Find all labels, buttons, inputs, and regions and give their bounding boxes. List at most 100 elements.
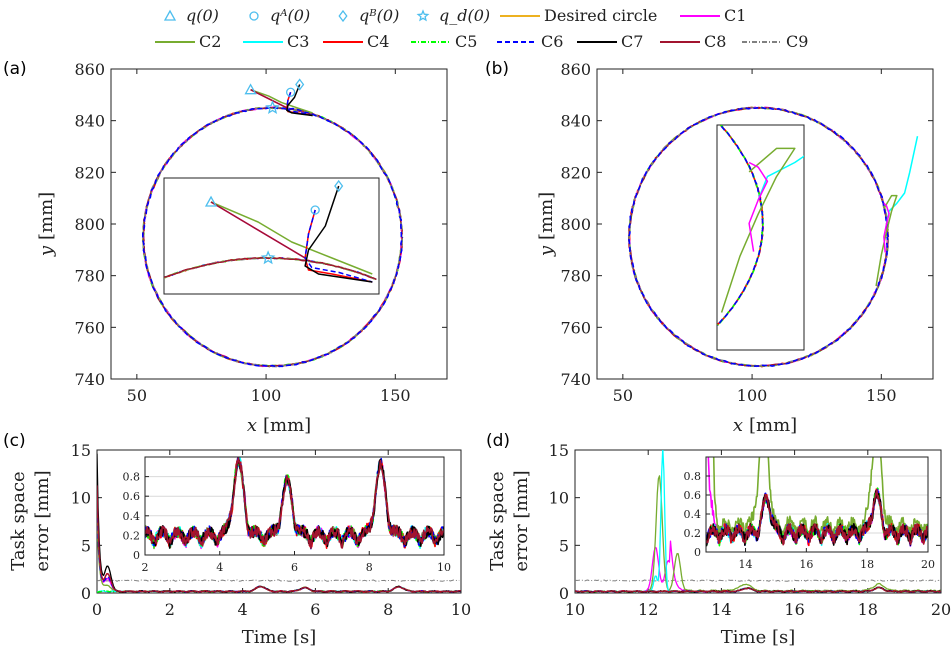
- series-c6-circle: [142, 106, 404, 368]
- panel-c-xtick-label: 6: [310, 600, 320, 619]
- panel-d-xtick-label: 14: [711, 600, 731, 619]
- panel-d-inset-ytick-label: 0.8: [684, 470, 702, 483]
- panel-label-c: (c): [3, 431, 26, 451]
- series-c6-circle: [627, 106, 890, 367]
- panel-c-inset-ytick-label: 0.6: [123, 490, 141, 503]
- panel-b-xtick-label: 150: [866, 386, 897, 405]
- panel-c-xtick-label: 10: [451, 600, 471, 619]
- panel-a-xtick-label: 50: [127, 386, 147, 405]
- series-c8-error: [97, 485, 461, 593]
- panel-d-error: 10 12 14 16 18 20 0 5 10 15 14 16 18 20 0 0.2 0.4 0.6 0.8: [549, 441, 952, 619]
- panel-c-inset-xtick-label: 4: [216, 561, 223, 574]
- legend-item-qa0: qᴬ(0): [249, 6, 310, 25]
- legend-label: C9: [786, 32, 808, 51]
- legend-label: C3: [287, 32, 309, 51]
- panel-d-ylabel-line1: Task space: [487, 471, 508, 570]
- legend-label: q(0): [186, 6, 219, 25]
- inset-qa0-marker-icon: [310, 205, 320, 215]
- qa0-marker-icon: [285, 87, 296, 97]
- inset-series-c2-approach: [210, 201, 373, 275]
- series-c2-disturbance: [875, 194, 898, 287]
- legend-label: Desired circle: [544, 6, 657, 25]
- panel-d-xlabel: Time [s]: [721, 627, 796, 648]
- legend-item-c9: C9: [742, 32, 808, 51]
- panel-c-xtick-label: 0: [92, 600, 102, 619]
- panel-c-ytick-label: 0: [81, 584, 91, 603]
- panel-a-plot-area: [141, 78, 404, 368]
- legend-label: C6: [541, 32, 563, 51]
- legend-label: C2: [199, 32, 221, 51]
- panel-c-ytick-label: 5: [81, 536, 91, 555]
- panel-d-inset-xtick-label: 14: [739, 558, 753, 571]
- inset-series-c7-approach: [304, 185, 373, 283]
- panel-d-xtick-label: 12: [638, 600, 658, 619]
- panel-a-ytick-label: 780: [74, 267, 105, 286]
- panel-c-xlabel: Time [s]: [242, 627, 317, 648]
- series-c9-error: [97, 579, 460, 582]
- legend-label: C7: [621, 32, 643, 51]
- panel-b-xtick-label: 100: [737, 386, 768, 405]
- panel-b-xlabel: x [mm]: [733, 415, 797, 436]
- series-c8-error: [575, 586, 941, 593]
- panel-c-inset: 2 4 6 8 10 0 0.2 0.4 0.6 0.8: [123, 456, 451, 574]
- panel-d-plot-area: [575, 450, 941, 593]
- legend-item-c8: C8: [660, 32, 726, 51]
- legend-label: qᴮ(0): [359, 6, 399, 25]
- series-c8-approach: [250, 89, 288, 109]
- panel-a-ytick-label: 860: [74, 60, 105, 79]
- panel-b-inset-plot: [717, 125, 804, 328]
- panel-a-trajectory: 50 100 150 740 760 780 800 820 840 860: [74, 60, 448, 405]
- panel-d-inset-ytick-label: 0: [694, 546, 701, 559]
- legend-item-c6: C6: [497, 32, 563, 51]
- panel-c-xtick-label: 4: [238, 600, 248, 619]
- panel-d-inset-frame: [705, 456, 929, 553]
- panel-a-ylabel: y[mm]: [36, 192, 57, 257]
- panel-b-plot-area: [627, 106, 919, 368]
- panel-b-inset: [716, 124, 805, 351]
- panel-d-inset-ytick-label: 0.2: [684, 527, 702, 540]
- panel-c-inset-xtick-label: 2: [142, 561, 149, 574]
- legend-item-q0: q(0): [163, 6, 219, 25]
- legend-item-desired: Desired circle: [500, 6, 657, 25]
- panel-b-inset-frame: [716, 124, 805, 351]
- legend-item-c2: C2: [155, 32, 221, 51]
- qd0-marker-icon: [265, 100, 280, 114]
- panel-c-inset-ytick-label: 0: [133, 549, 140, 562]
- legend-item-c1: C1: [680, 6, 746, 25]
- legend: q(0) qᴬ(0) qᴮ(0) q_d(0) Desired circle C1 C2 C3…: [155, 6, 808, 51]
- legend-label: qᴬ(0): [270, 6, 310, 25]
- panel-b-ytick-label: 840: [560, 112, 591, 131]
- legend-label: C5: [455, 32, 477, 51]
- series-c1-disturbance: [883, 202, 890, 253]
- inset-series-c1-disturbance: [748, 161, 769, 252]
- panel-c-ylabel-line1: Task space: [8, 471, 29, 570]
- legend-label: C4: [367, 32, 389, 51]
- panel-c-inset-ytick-label: 0.8: [123, 471, 141, 484]
- inset-series-c2-disturbance: [720, 147, 796, 313]
- legend-item-c7: C7: [577, 32, 643, 51]
- panel-d-inset-xtick-label: 16: [799, 558, 813, 571]
- panel-b-ytick-label: 780: [560, 267, 591, 286]
- panel-c-inset-ytick-label: 0.4: [123, 510, 141, 523]
- panel-c-inset-xtick-label: 8: [366, 561, 373, 574]
- star-marker-icon: [416, 9, 430, 22]
- series-c9-error: [575, 579, 940, 582]
- panel-a-ytick-label: 760: [74, 318, 105, 337]
- legend-label: C8: [704, 32, 726, 51]
- panel-c-ylabel-line2: error [mm]: [32, 470, 53, 571]
- panel-a-xtick-label: 150: [380, 386, 411, 405]
- panel-d-xtick-label: 20: [931, 600, 951, 619]
- panel-d-inset-ytick-label: 0.4: [684, 508, 702, 521]
- panel-d-inset: 14 16 18 20 0 0.2 0.4 0.6 0.8: [684, 456, 935, 571]
- panel-c-inset-ytick-label: 0.2: [123, 529, 141, 542]
- legend-label: C1: [724, 6, 746, 25]
- panel-c-xtick-label: 8: [383, 600, 393, 619]
- qb0-marker-icon: [295, 78, 305, 91]
- panel-b-ytick-label: 740: [560, 370, 591, 389]
- panel-d-inset-plot: [706, 457, 928, 547]
- panel-label-b: (b): [485, 59, 509, 79]
- panel-c-inset-plot: [145, 457, 444, 550]
- panel-c-ytick-label: 15: [71, 441, 91, 460]
- inset-series-c8-approach: [210, 201, 306, 259]
